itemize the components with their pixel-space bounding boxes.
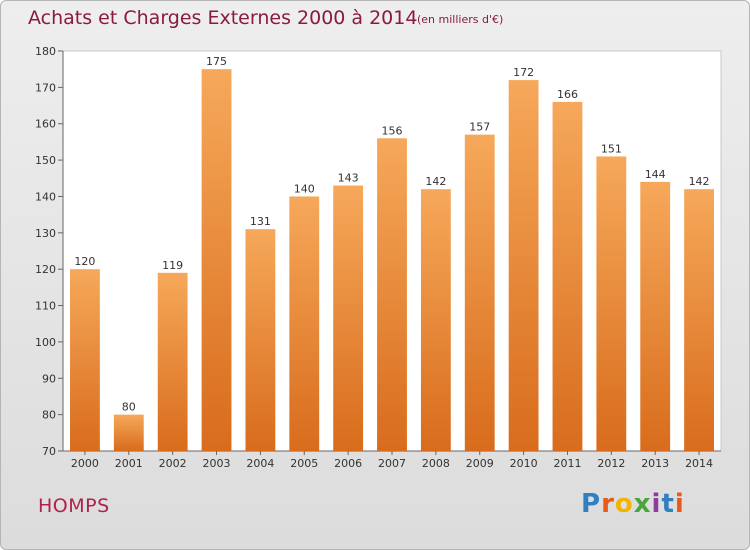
y-tick-label: 180 [35, 45, 56, 58]
y-tick-label: 120 [35, 263, 56, 276]
x-tick-label: 2013 [641, 457, 669, 470]
data-label: 80 [122, 401, 136, 414]
x-tick-label: 2014 [685, 457, 713, 470]
bar [420, 189, 451, 451]
bar [377, 138, 407, 452]
y-tick-label: 150 [35, 154, 56, 167]
x-tick-label: 2005 [290, 457, 318, 470]
y-tick-label: 140 [35, 190, 56, 203]
x-tick-label: 2007 [378, 457, 406, 470]
data-label: 151 [601, 142, 622, 155]
bar [640, 181, 671, 451]
x-tick-label: 2000 [71, 457, 99, 470]
x-tick-label: 2006 [334, 457, 362, 470]
data-label: 142 [689, 175, 710, 188]
y-tick-label: 170 [35, 81, 56, 94]
bar [113, 414, 144, 451]
y-tick-label: 110 [35, 300, 56, 313]
x-tick-label: 2001 [115, 457, 143, 470]
bar [464, 134, 495, 452]
x-tick-label: 2004 [246, 457, 274, 470]
x-tick-label: 2002 [159, 457, 187, 470]
logo-letter: r [601, 489, 615, 519]
bar [201, 69, 232, 451]
logo-letter: P [581, 489, 602, 519]
logo-letter: t [661, 489, 675, 519]
x-tick-label: 2008 [422, 457, 450, 470]
y-tick-label: 130 [35, 227, 56, 240]
bars: 120 80 119 175 131 140 143 156 142 157 172 166 151 14… [70, 55, 714, 452]
chart-subtitle: (en milliers d'€) [417, 13, 504, 26]
x-tick-label: 2012 [597, 457, 625, 470]
bar [333, 185, 364, 451]
logo-letter: i [651, 489, 662, 519]
proxiti-logo: Proxiti [581, 489, 685, 519]
bar [596, 156, 627, 452]
y-tick-label: 70 [42, 445, 56, 458]
logo-letter: o [614, 489, 634, 519]
town-name: HOMPS [38, 495, 110, 517]
x-tick-label: 2010 [510, 457, 538, 470]
logo-letter: i [674, 489, 685, 519]
bar [289, 196, 320, 451]
y-tick-label: 160 [35, 118, 56, 131]
data-label: 142 [425, 175, 446, 188]
data-label: 119 [162, 259, 183, 272]
bar [245, 229, 276, 451]
logo-letter: x [633, 489, 652, 519]
bar [70, 269, 100, 451]
bar [508, 80, 539, 451]
data-label: 172 [513, 66, 534, 79]
x-tick-label: 2009 [466, 457, 494, 470]
data-label: 175 [206, 55, 227, 68]
data-label: 143 [338, 172, 359, 185]
y-tick-label: 80 [42, 409, 56, 422]
y-tick-label: 90 [42, 372, 56, 385]
data-label: 157 [469, 121, 490, 134]
data-label: 120 [74, 255, 95, 268]
x-tick-label: 2011 [553, 457, 581, 470]
x-tick-label: 2003 [203, 457, 231, 470]
bar [684, 189, 714, 451]
data-label: 131 [250, 215, 271, 228]
data-label: 140 [294, 182, 315, 195]
y-tick-label: 100 [35, 336, 56, 349]
bar [157, 272, 188, 451]
chart-title: Achats et Charges Externes 2000 à 2014 [28, 7, 418, 29]
bar [552, 101, 583, 451]
data-label: 144 [645, 168, 666, 181]
data-label: 156 [382, 124, 403, 137]
data-label: 166 [557, 88, 578, 101]
